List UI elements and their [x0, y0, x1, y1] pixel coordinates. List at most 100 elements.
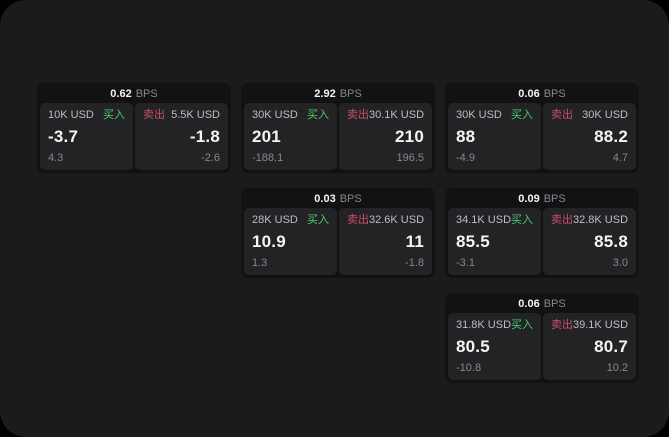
quote-card: 0.09 BPS 34.1K USD 买入 85.5 -3.1 卖出 32.8K…	[445, 188, 639, 278]
spread-unit: BPS	[543, 193, 566, 205]
sell-price: 88.2	[594, 127, 628, 146]
spread-header: 0.06 BPS	[448, 296, 636, 313]
sell-panel[interactable]: 卖出 30.1K USD 210 196.5	[339, 103, 432, 170]
quote-panels: 10K USD 买入 -3.7 4.3 卖出 5.5K USD -1.8 -2.…	[40, 103, 228, 170]
sell-panel[interactable]: 卖出 5.5K USD -1.8 -2.6	[135, 103, 228, 170]
buy-delta: -3.1	[456, 257, 475, 269]
spread-header: 0.06 BPS	[448, 86, 636, 103]
spread-header: 0.62 BPS	[40, 86, 228, 103]
sell-panel-header: 卖出 32.8K USD	[551, 214, 628, 227]
buy-size-label: 30K USD	[456, 109, 502, 121]
quote-card: 0.06 BPS 31.8K USD 买入 80.5 -10.8 卖出 39.1…	[445, 293, 639, 383]
sell-price: 85.8	[594, 232, 628, 251]
sell-panel[interactable]: 卖出 32.8K USD 85.8 3.0	[543, 208, 636, 275]
buy-delta: 4.3	[48, 152, 64, 164]
spread-value: 2.92	[314, 88, 336, 100]
sell-size-label: 32.8K USD	[572, 214, 629, 226]
buy-size-label: 34.1K USD	[456, 214, 512, 226]
spread-value: 0.03	[314, 193, 336, 205]
buy-panel[interactable]: 34.1K USD 买入 85.5 -3.1	[448, 208, 541, 275]
buy-panel[interactable]: 28K USD 买入 10.9 1.3	[244, 208, 337, 275]
sell-price: 80.7	[594, 337, 628, 356]
sell-size-label: 32.6K USD	[368, 214, 425, 226]
quote-panels: 30K USD 买入 201 -188.1 卖出 30.1K USD 210 1…	[244, 103, 432, 170]
buy-panel-header: 10K USD 买入	[48, 109, 125, 122]
spread-header: 0.09 BPS	[448, 191, 636, 208]
sell-side-tag: 卖出	[551, 109, 573, 121]
sell-panel[interactable]: 卖出 39.1K USD 80.7 10.2	[543, 313, 636, 380]
quote-card: 0.03 BPS 28K USD 买入 10.9 1.3 卖出 32.6K US…	[241, 188, 435, 278]
sell-delta: 3.0	[612, 257, 628, 269]
sell-delta: 196.5	[396, 152, 424, 164]
buy-side-tag: 买入	[511, 214, 534, 226]
buy-size-label: 30K USD	[252, 109, 298, 121]
sell-side-tag: 卖出	[551, 214, 573, 226]
quote-panels: 28K USD 买入 10.9 1.3 卖出 32.6K USD 11 -1.8	[244, 208, 432, 275]
spread-value: 0.06	[518, 298, 540, 310]
buy-side-tag: 买入	[103, 109, 125, 121]
buy-panel-header: 30K USD 买入	[456, 109, 533, 122]
spread-header: 0.03 BPS	[244, 191, 432, 208]
sell-side-tag: 卖出	[347, 214, 369, 226]
sell-panel-header: 卖出 30.1K USD	[347, 109, 424, 122]
sell-delta: 10.2	[606, 362, 628, 374]
buy-delta: -188.1	[252, 152, 284, 164]
spread-unit: BPS	[135, 88, 158, 100]
sell-side-tag: 卖出	[551, 319, 573, 331]
sell-side-tag: 卖出	[143, 109, 165, 121]
buy-panel[interactable]: 30K USD 买入 88 -4.9	[448, 103, 541, 170]
buy-panel-header: 34.1K USD 买入	[456, 214, 533, 227]
buy-price: 10.9	[252, 232, 286, 251]
sell-size-label: 39.1K USD	[572, 319, 629, 331]
buy-size-label: 31.8K USD	[456, 319, 512, 331]
sell-panel[interactable]: 卖出 32.6K USD 11 -1.8	[339, 208, 432, 275]
buy-price: 201	[252, 127, 281, 146]
quote-card: 2.92 BPS 30K USD 买入 201 -188.1 卖出 30.1K …	[241, 83, 435, 173]
sell-delta: -1.8	[405, 257, 424, 269]
buy-size-label: 10K USD	[48, 109, 94, 121]
sell-price: -1.8	[189, 127, 220, 146]
sell-price: 11	[405, 232, 424, 251]
buy-panel[interactable]: 31.8K USD 买入 80.5 -10.8	[448, 313, 541, 380]
sell-size-label: 30.1K USD	[368, 109, 425, 121]
buy-price: 80.5	[456, 337, 490, 356]
buy-panel-header: 30K USD 买入	[252, 109, 329, 122]
spread-value: 0.62	[110, 88, 132, 100]
buy-size-label: 28K USD	[252, 214, 298, 226]
quote-panels: 31.8K USD 买入 80.5 -10.8 卖出 39.1K USD 80.…	[448, 313, 636, 380]
buy-price: 88	[456, 127, 476, 146]
spread-value: 0.06	[518, 88, 540, 100]
sell-panel-header: 卖出 30K USD	[551, 109, 628, 122]
sell-delta: -2.6	[201, 152, 220, 164]
buy-side-tag: 买入	[307, 214, 329, 226]
buy-side-tag: 买入	[307, 109, 329, 121]
quote-card: 0.06 BPS 30K USD 买入 88 -4.9 卖出 30K USD 8…	[445, 83, 639, 173]
spread-unit: BPS	[339, 88, 362, 100]
buy-side-tag: 买入	[511, 319, 534, 331]
spread-unit: BPS	[339, 193, 362, 205]
buy-delta: 1.3	[252, 257, 268, 269]
sell-side-tag: 卖出	[347, 109, 369, 121]
sell-delta: 4.7	[612, 152, 628, 164]
sell-size-label: 5.5K USD	[171, 109, 220, 121]
buy-price: 85.5	[456, 232, 490, 251]
sell-panel-header: 卖出 32.6K USD	[347, 214, 424, 227]
buy-delta: -4.9	[456, 152, 475, 164]
buy-side-tag: 买入	[511, 109, 533, 121]
quote-card: 0.62 BPS 10K USD 买入 -3.7 4.3 卖出 5.5K USD…	[37, 83, 231, 173]
buy-panel[interactable]: 10K USD 买入 -3.7 4.3	[40, 103, 133, 170]
quote-panels: 34.1K USD 买入 85.5 -3.1 卖出 32.8K USD 85.8…	[448, 208, 636, 275]
sell-panel-header: 卖出 5.5K USD	[143, 109, 220, 122]
buy-panel-header: 31.8K USD 买入	[456, 319, 533, 332]
buy-price: -3.7	[48, 127, 79, 146]
buy-panel[interactable]: 30K USD 买入 201 -188.1	[244, 103, 337, 170]
spread-value: 0.09	[518, 193, 540, 205]
sell-price: 210	[395, 127, 424, 146]
spread-unit: BPS	[543, 298, 566, 310]
spread-unit: BPS	[543, 88, 566, 100]
quote-panels: 30K USD 买入 88 -4.9 卖出 30K USD 88.2 4.7	[448, 103, 636, 170]
sell-panel[interactable]: 卖出 30K USD 88.2 4.7	[543, 103, 636, 170]
spread-header: 2.92 BPS	[244, 86, 432, 103]
sell-panel-header: 卖出 39.1K USD	[551, 319, 628, 332]
